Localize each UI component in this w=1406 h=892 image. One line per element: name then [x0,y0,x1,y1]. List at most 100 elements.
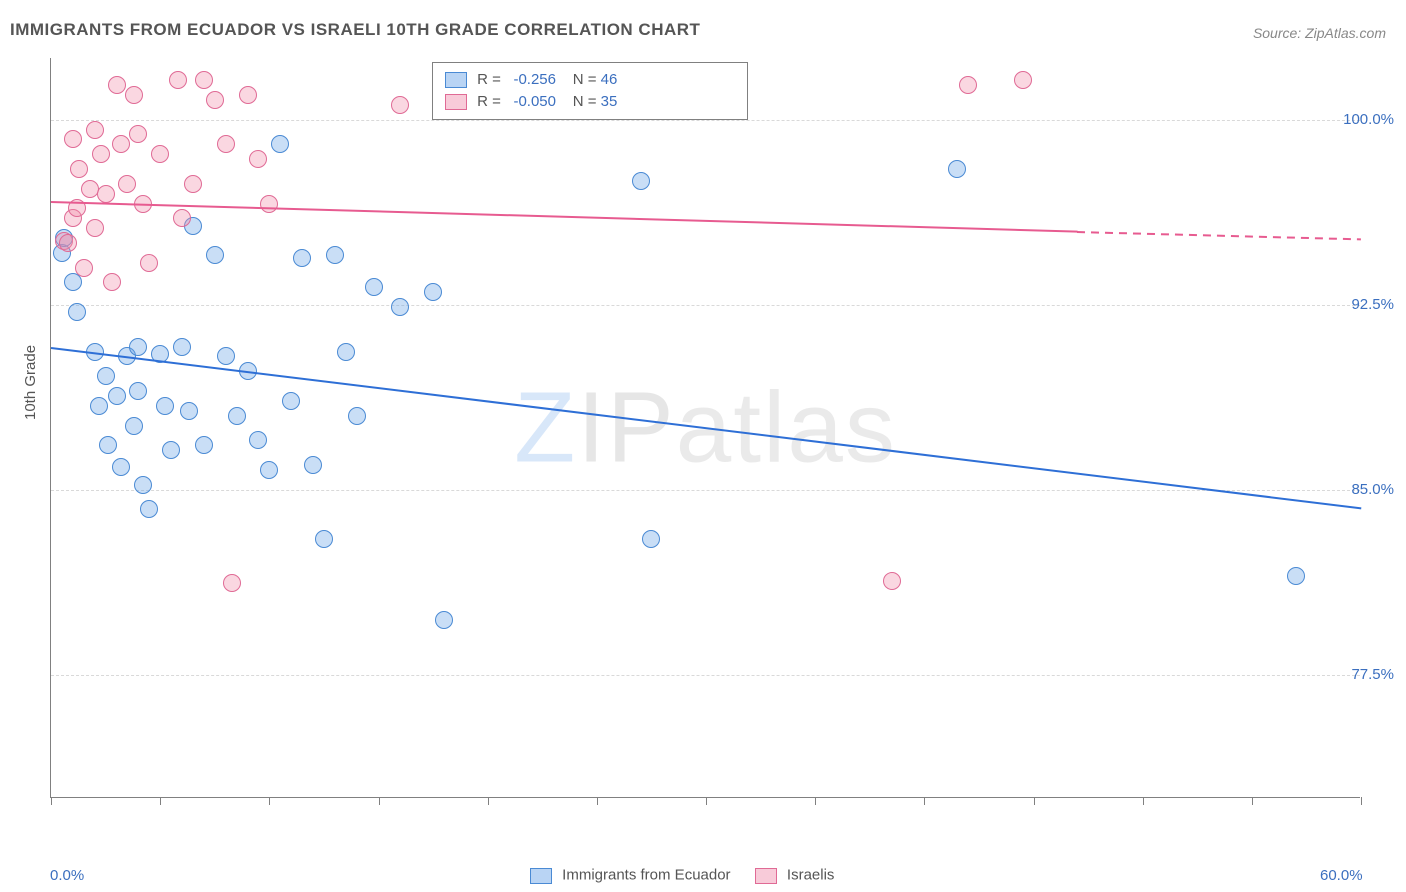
data-point [103,273,121,291]
data-point [642,530,660,548]
data-point [206,91,224,109]
stats-legend: R = -0.256 N = 46 R = -0.050 N = 35 [432,62,748,120]
x-axis-min-label: 0.0% [50,867,84,884]
y-tick-label: 77.5% [1351,666,1394,683]
gridline [51,305,1360,306]
legend-swatch-pink [755,868,777,884]
swatch-pink [445,94,467,110]
data-point [125,417,143,435]
x-tick [488,797,489,805]
data-point [239,86,257,104]
n-value-0: 46 [601,71,618,88]
y-tick-label: 92.5% [1351,296,1394,313]
data-point [173,338,191,356]
data-point [632,172,650,190]
trend-line [51,201,1077,233]
data-point [223,574,241,592]
data-point [64,130,82,148]
data-point [99,436,117,454]
data-point [365,278,383,296]
data-point [948,160,966,178]
swatch-blue [445,72,467,88]
data-point [271,135,289,153]
r-label-1: R = [477,93,501,110]
r-label-0: R = [477,71,501,88]
data-point [169,71,187,89]
r-value-0: -0.256 [505,71,556,88]
x-tick [924,797,925,805]
data-point [959,76,977,94]
data-point [260,461,278,479]
chart-container: IMMIGRANTS FROM ECUADOR VS ISRAELI 10TH … [0,0,1406,892]
stats-row-pink: R = -0.050 N = 35 [445,91,735,113]
y-tick-label: 100.0% [1343,111,1394,128]
data-point [118,175,136,193]
data-point [129,125,147,143]
trend-line [51,347,1361,509]
data-point [249,150,267,168]
r-value-1: -0.050 [505,93,556,110]
x-tick [51,797,52,805]
data-point [435,611,453,629]
x-tick [706,797,707,805]
data-point [162,441,180,459]
data-point [92,145,110,163]
data-point [70,160,88,178]
data-point [90,397,108,415]
data-point [315,530,333,548]
x-tick [160,797,161,805]
source-label: Source: ZipAtlas.com [1253,25,1386,41]
data-point [173,209,191,227]
y-axis-label: 10th Grade [22,345,39,420]
data-point [59,234,77,252]
data-point [293,249,311,267]
data-point [86,121,104,139]
legend-label-1: Israelis [787,867,835,884]
data-point [108,387,126,405]
x-axis-max-label: 60.0% [1320,867,1363,884]
chart-title: IMMIGRANTS FROM ECUADOR VS ISRAELI 10TH … [10,20,700,40]
data-point [184,175,202,193]
y-tick-label: 85.0% [1351,481,1394,498]
data-point [112,458,130,476]
data-point [129,338,147,356]
data-point [180,402,198,420]
data-point [140,500,158,518]
data-point [156,397,174,415]
data-point [97,367,115,385]
data-point [883,572,901,590]
data-point [391,96,409,114]
x-tick [1361,797,1362,805]
x-tick [1143,797,1144,805]
watermark-ip: IP [577,371,675,483]
data-point [337,343,355,361]
data-point [282,392,300,410]
n-label-1: N = [560,93,596,110]
data-point [151,145,169,163]
data-point [134,476,152,494]
data-point [348,407,366,425]
legend-swatch-blue [530,868,552,884]
data-point [75,259,93,277]
gridline [51,675,1360,676]
series-legend: Immigrants from Ecuador Israelis [510,866,834,884]
data-point [68,303,86,321]
data-point [326,246,344,264]
data-point [97,185,115,203]
data-point [86,219,104,237]
data-point [217,347,235,365]
x-tick [597,797,598,805]
x-tick [1034,797,1035,805]
data-point [424,283,442,301]
data-point [112,135,130,153]
data-point [125,86,143,104]
x-tick [269,797,270,805]
data-point [140,254,158,272]
legend-label-0: Immigrants from Ecuador [562,867,730,884]
data-point [228,407,246,425]
data-point [195,436,213,454]
x-tick [1252,797,1253,805]
watermark-z: Z [514,371,577,483]
data-point [391,298,409,316]
gridline [51,490,1360,491]
